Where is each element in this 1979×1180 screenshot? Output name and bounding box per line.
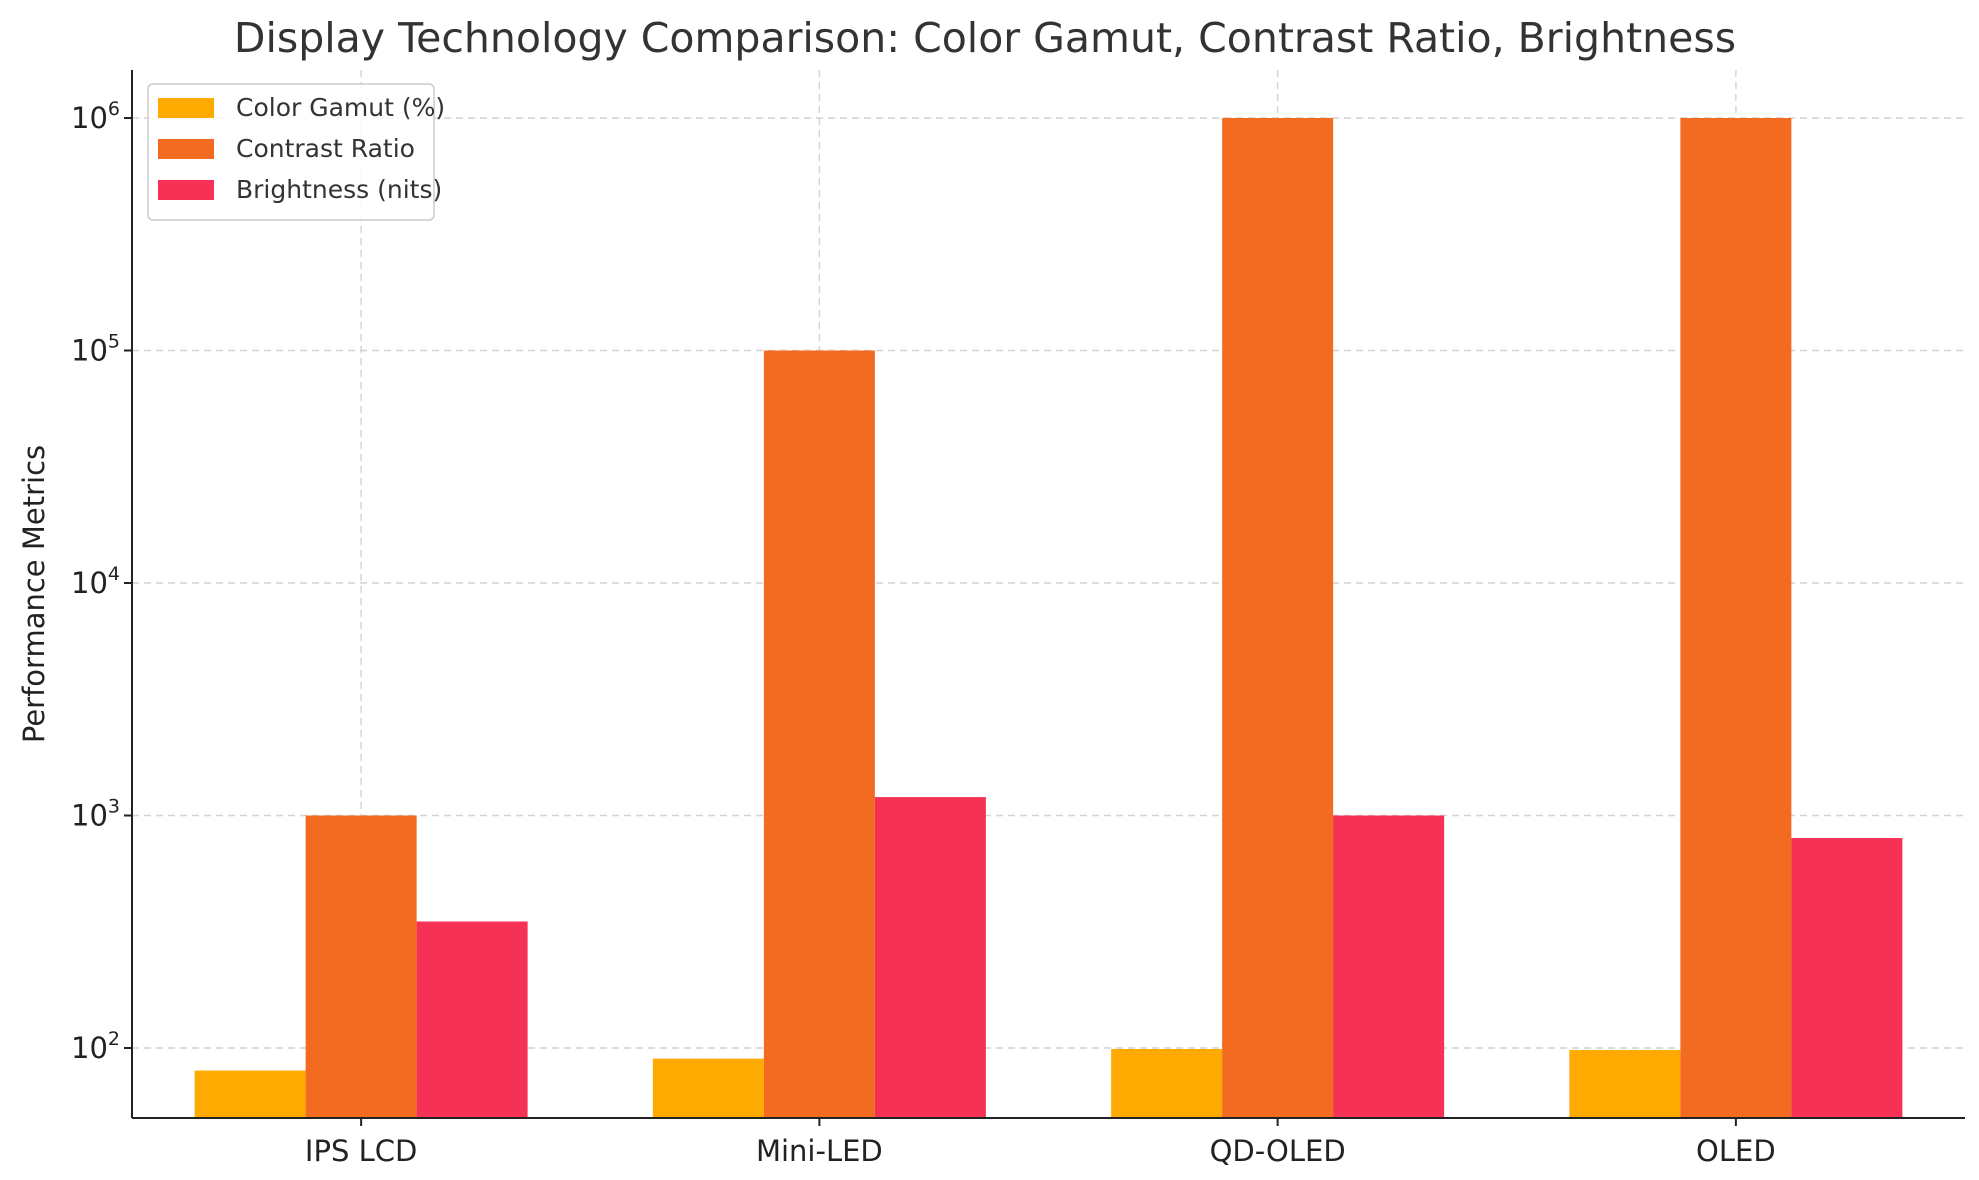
bars bbox=[194, 118, 1903, 1118]
legend-swatch bbox=[158, 98, 214, 118]
y-tick-label: 103 bbox=[71, 796, 120, 833]
legend-label: Brightness (nits) bbox=[236, 175, 442, 204]
legend-swatch bbox=[158, 139, 214, 159]
y-tick-label: 102 bbox=[71, 1028, 120, 1065]
bar bbox=[1333, 815, 1445, 1118]
y-tick-label: 105 bbox=[71, 331, 120, 368]
bar bbox=[1791, 838, 1903, 1118]
legend-label: Color Gamut (%) bbox=[236, 93, 445, 122]
legend-frame bbox=[147, 83, 435, 221]
bar bbox=[763, 350, 875, 1118]
y-tick-labels: 102 103 104 105 106 bbox=[71, 98, 132, 1065]
bar bbox=[416, 921, 528, 1118]
x-tick-label: Mini-LED bbox=[756, 1134, 883, 1168]
bar bbox=[194, 1070, 306, 1118]
x-tick-labels: IPS LCD Mini-LED QD-OLED OLED bbox=[305, 1118, 1776, 1168]
x-tick-label: QD-OLED bbox=[1210, 1134, 1346, 1168]
legend: Color Gamut (%) Contrast Ratio Brightness … bbox=[147, 83, 445, 221]
y-axis-label: Performance Metrics bbox=[17, 445, 51, 743]
x-tick-label: IPS LCD bbox=[305, 1134, 417, 1168]
legend-label: Contrast Ratio bbox=[236, 134, 415, 163]
chart-title: Display Technology Comparison: Color Gam… bbox=[234, 14, 1736, 62]
bar bbox=[874, 797, 986, 1118]
bar bbox=[1569, 1050, 1681, 1118]
bar bbox=[652, 1058, 764, 1118]
bar bbox=[1680, 118, 1792, 1118]
x-tick-label: OLED bbox=[1696, 1134, 1776, 1168]
y-tick-label: 106 bbox=[71, 98, 120, 135]
y-tick-label: 104 bbox=[71, 563, 120, 600]
legend-swatch bbox=[158, 180, 214, 200]
axes bbox=[131, 70, 1965, 1119]
bar bbox=[1222, 118, 1334, 1118]
bar bbox=[1111, 1049, 1223, 1118]
bar bbox=[305, 815, 417, 1118]
